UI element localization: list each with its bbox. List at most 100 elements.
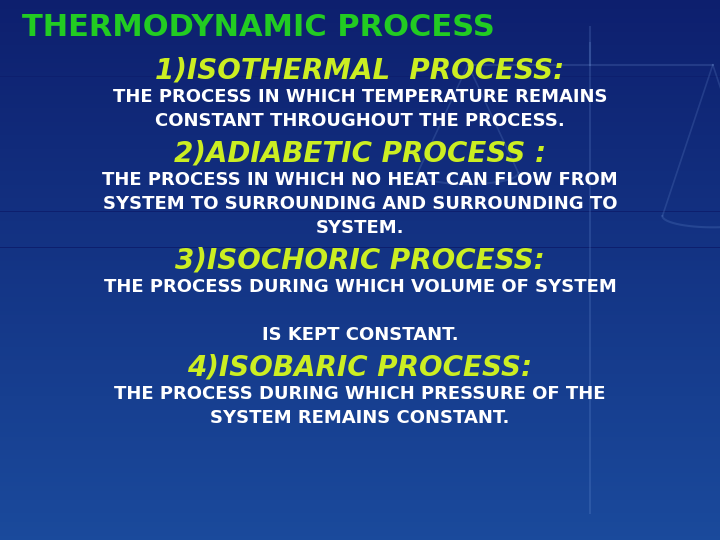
Bar <box>0 139 720 144</box>
Text: 4)ISOBARIC PROCESS:: 4)ISOBARIC PROCESS: <box>187 354 533 382</box>
Bar <box>0 436 720 441</box>
Bar <box>0 63 720 68</box>
Bar <box>0 369 720 374</box>
Bar <box>0 247 720 252</box>
Bar <box>0 364 720 369</box>
Text: THE PROCESS IN WHICH NO HEAT CAN FLOW FROM: THE PROCESS IN WHICH NO HEAT CAN FLOW FR… <box>102 171 618 189</box>
Bar <box>0 230 720 234</box>
Bar <box>0 423 720 428</box>
Bar <box>0 526 720 531</box>
Bar <box>0 284 720 288</box>
Bar <box>0 189 720 193</box>
Bar <box>0 279 720 284</box>
Bar <box>0 40 720 45</box>
Bar <box>0 4 720 9</box>
Bar <box>0 90 720 94</box>
Bar <box>0 297 720 301</box>
Bar <box>0 536 720 540</box>
Bar <box>0 180 720 185</box>
Bar <box>0 450 720 455</box>
Bar <box>0 99 720 104</box>
Bar <box>0 446 720 450</box>
Bar <box>0 310 720 315</box>
Bar <box>0 122 720 126</box>
Text: SYSTEM TO SURROUNDING AND SURROUNDING TO: SYSTEM TO SURROUNDING AND SURROUNDING TO <box>103 195 617 213</box>
Bar <box>0 234 720 239</box>
Text: IS KEPT CONSTANT.: IS KEPT CONSTANT. <box>261 326 459 343</box>
Bar <box>0 9 720 14</box>
Bar <box>0 261 720 266</box>
Bar <box>0 392 720 396</box>
Bar <box>0 27 720 31</box>
Bar <box>0 401 720 405</box>
Bar <box>0 207 720 212</box>
Bar <box>0 216 720 220</box>
Bar <box>0 509 720 513</box>
Bar <box>0 432 720 436</box>
Bar <box>0 500 720 504</box>
Bar <box>0 266 720 270</box>
Bar <box>0 531 720 536</box>
Bar <box>0 347 720 351</box>
Bar <box>0 171 720 176</box>
Bar <box>0 495 720 500</box>
Text: 3)ISOCHORIC PROCESS:: 3)ISOCHORIC PROCESS: <box>175 247 545 275</box>
Bar <box>0 212 720 216</box>
Bar <box>0 36 720 40</box>
Bar <box>0 378 720 382</box>
Bar <box>0 306 720 310</box>
Bar <box>0 108 720 112</box>
Bar <box>0 405 720 409</box>
Bar <box>0 374 720 378</box>
Bar <box>0 293 720 297</box>
Bar <box>0 459 720 463</box>
Bar <box>0 148 720 153</box>
Bar <box>0 517 720 522</box>
Bar <box>0 81 720 85</box>
Bar <box>0 409 720 414</box>
Bar <box>0 320 720 324</box>
Bar <box>0 0 720 4</box>
Bar <box>0 414 720 418</box>
Text: THE PROCESS DURING WHICH PRESSURE OF THE: THE PROCESS DURING WHICH PRESSURE OF THE <box>114 385 606 403</box>
Bar <box>0 468 720 472</box>
Bar <box>0 301 720 306</box>
Bar <box>0 315 720 320</box>
Bar <box>0 243 720 247</box>
Bar <box>0 428 720 432</box>
Bar <box>0 396 720 401</box>
Bar <box>0 68 720 72</box>
Bar <box>0 144 720 148</box>
Text: THE PROCESS DURING WHICH VOLUME OF SYSTEM: THE PROCESS DURING WHICH VOLUME OF SYSTE… <box>104 278 616 296</box>
Bar <box>0 252 720 256</box>
Bar <box>0 162 720 166</box>
Bar <box>0 482 720 486</box>
Bar <box>0 360 720 364</box>
Bar <box>0 72 720 77</box>
Bar <box>0 117 720 122</box>
Bar <box>0 355 720 360</box>
Bar <box>0 472 720 477</box>
Bar <box>0 23 720 27</box>
Bar <box>0 324 720 328</box>
Bar <box>0 441 720 445</box>
Bar <box>0 135 720 139</box>
Bar <box>0 131 720 135</box>
Bar <box>0 270 720 274</box>
Bar <box>0 58 720 63</box>
Bar <box>0 220 720 225</box>
Text: 1)ISOTHERMAL  PROCESS:: 1)ISOTHERMAL PROCESS: <box>156 57 564 85</box>
Bar <box>0 85 720 90</box>
Bar <box>0 31 720 36</box>
Bar <box>0 18 720 23</box>
Bar <box>0 50 720 54</box>
Bar <box>0 256 720 261</box>
Bar <box>0 104 720 108</box>
Bar <box>0 158 720 162</box>
Bar <box>0 504 720 509</box>
Bar <box>0 382 720 387</box>
Bar <box>0 513 720 517</box>
Bar <box>0 455 720 459</box>
Bar <box>0 351 720 355</box>
Bar <box>0 338 720 342</box>
